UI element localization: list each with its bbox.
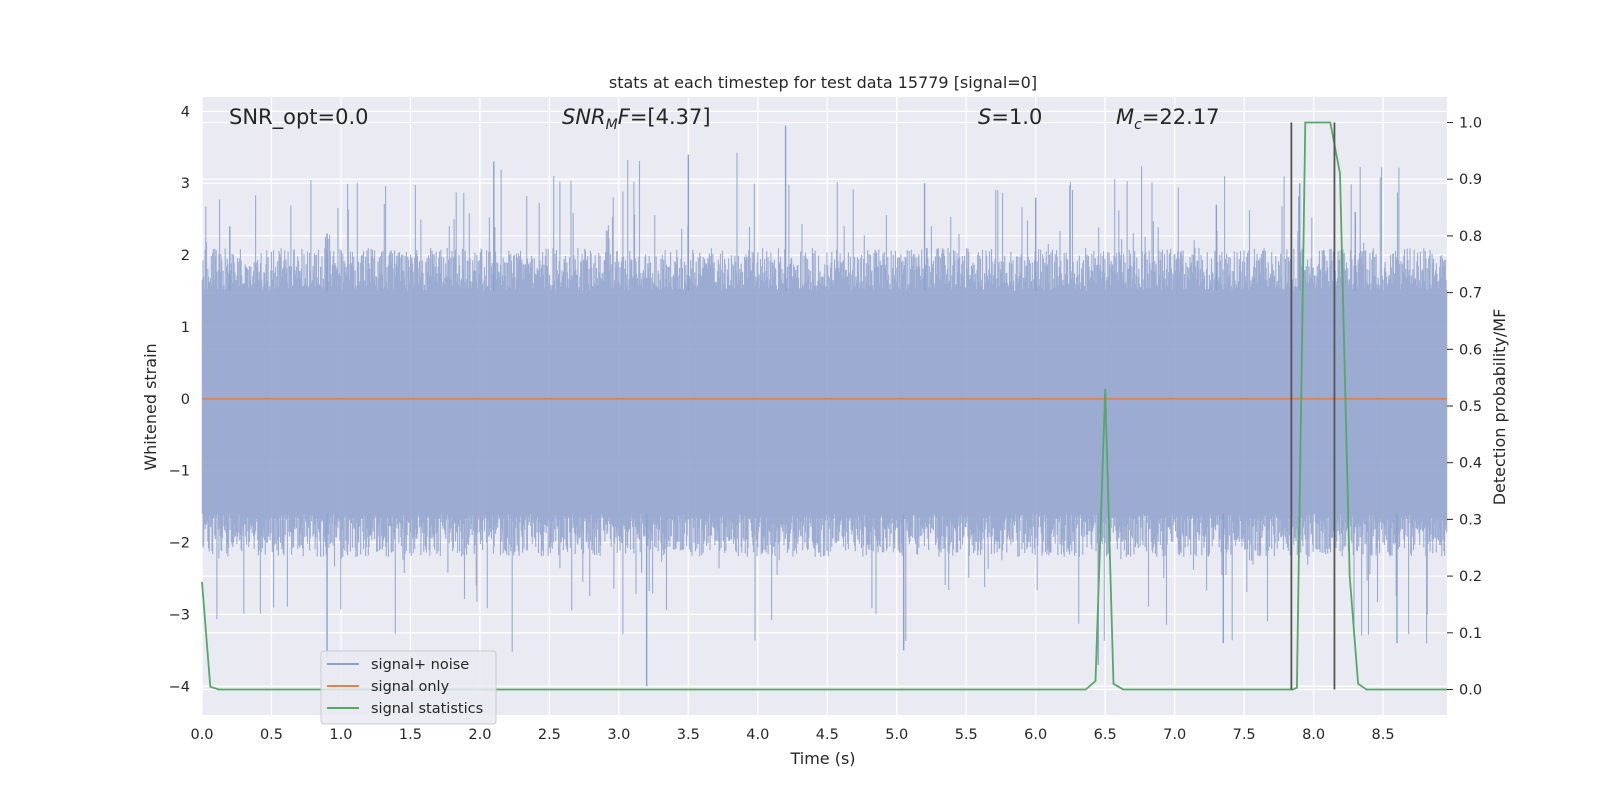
x-tick-labels: 0.0 0.5 1.0 1.5 2.0 2.5 3.0 3.5 4.0 4.5 5.0 5.5 6.0 6…	[190, 727, 1394, 743]
y-tick-label: 3	[181, 176, 190, 192]
annotation-s: S=1.0	[978, 105, 1042, 129]
y-right-tick-label: 0.8	[1459, 229, 1482, 245]
annotation-s-value: =1.0	[991, 105, 1042, 129]
y-right-tick-label: 0.6	[1459, 342, 1482, 358]
y-tick-label: 0	[181, 392, 190, 408]
y-tick-label: 1	[181, 320, 190, 336]
x-tick-label: 2.0	[468, 727, 491, 743]
y-tick-label: 4	[181, 104, 190, 120]
x-tick-label: 5.0	[885, 727, 908, 743]
annotation-snr-mf-symbol: SNR	[562, 105, 606, 129]
x-tick-label: 5.5	[955, 727, 978, 743]
x-tick-label: 8.5	[1372, 727, 1395, 743]
x-tick-label: 1.5	[399, 727, 422, 743]
x-tick-label: 7.0	[1163, 727, 1186, 743]
x-tick-label: 4.0	[746, 727, 769, 743]
x-axis-label: Time (s)	[789, 749, 855, 768]
y-right-tick-label: 0.2	[1459, 569, 1482, 585]
legend-label-signal-only: signal only	[371, 679, 450, 695]
x-tick-label: 6.0	[1024, 727, 1047, 743]
y-right-tick-label: 0.9	[1459, 172, 1482, 188]
annotation-s-symbol: S	[978, 105, 991, 129]
x-tick-label: 3.5	[677, 727, 700, 743]
signal-statistics-line	[201, 121, 1447, 691]
annotation-snr-opt: SNR_opt=0.0	[229, 105, 369, 130]
x-tick-label: 0.5	[260, 727, 283, 743]
noise-series	[201, 125, 1448, 687]
y-right-tick-label: 0.5	[1459, 399, 1482, 415]
y-right-tick-label: 0.3	[1459, 512, 1482, 528]
x-tick-label: 4.5	[816, 727, 839, 743]
legend-label-signal-noise: signal+ noise	[371, 657, 469, 673]
vertical-markers	[1290, 122, 1336, 690]
y-right-axis-label: Detection probability/MF	[1490, 309, 1509, 506]
x-tick-label: 2.5	[538, 727, 561, 743]
line-series	[201, 121, 1447, 691]
x-tick-label: 0.0	[190, 727, 213, 743]
signal-noise-trace	[201, 152, 1448, 652]
y-right-tick-label: 0.0	[1459, 682, 1482, 698]
y-right-tick-label: 0.4	[1459, 456, 1482, 472]
y-tick-label: 2	[181, 248, 190, 264]
x-tick-label: 8.0	[1302, 727, 1325, 743]
legend: signal+ noise signal only signal statist…	[320, 650, 497, 725]
annotation-mc-subscript: c	[1134, 117, 1142, 133]
x-tick-label: 1.0	[329, 727, 352, 743]
x-tick-label: 6.5	[1094, 727, 1117, 743]
annotation-snr-mf-f: F	[618, 105, 631, 129]
x-tick-label: 7.5	[1233, 727, 1256, 743]
annotation-snr-mf-subscript: M	[606, 117, 618, 133]
y-tick-labels: 4 3 2 1 0 −1 −2 −3 −4	[169, 104, 190, 695]
annotation-snr-mf-value: =[4.37]	[630, 105, 711, 129]
y-right-tick-label: 1.0	[1459, 116, 1482, 132]
y-tick-label: −1	[169, 464, 190, 480]
x-tick-label: 3.0	[607, 727, 630, 743]
y-right-tick-labels: 1.0 0.9 0.8 0.7 0.6 0.5 0.4 0.3 0.2 0.1 0.0	[1447, 116, 1482, 698]
legend-label-signal-statistics: signal statistics	[371, 701, 483, 717]
y-tick-label: −4	[169, 679, 190, 695]
y-tick-label: −3	[169, 607, 190, 623]
y-tick-label: −2	[169, 536, 190, 552]
y-right-tick-label: 0.7	[1459, 286, 1482, 302]
annotation-mc-symbol: M	[1116, 105, 1134, 129]
legend-box	[320, 650, 497, 725]
annotation-mc: Mc=22.17	[1116, 105, 1220, 133]
annotation-snr-mf: SNRMF=[4.37]	[562, 105, 711, 133]
chart-title: stats at each timestep for test data 157…	[609, 73, 1037, 92]
annotation-mc-value: =22.17	[1142, 105, 1220, 129]
y-axis-label: Whitened strain	[141, 343, 160, 470]
y-right-tick-label: 0.1	[1459, 626, 1482, 642]
